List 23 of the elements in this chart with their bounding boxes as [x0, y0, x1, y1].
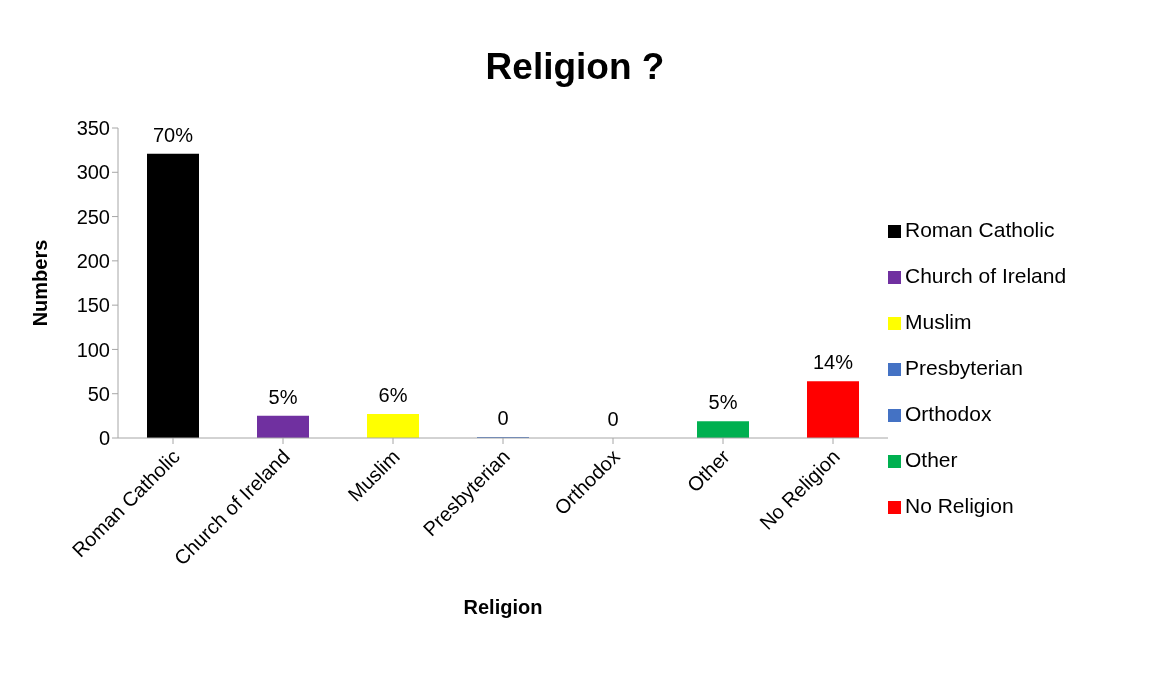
chart-title: Religion ? — [484, 46, 666, 88]
annotation: 6% — [378, 384, 408, 407]
annotation: 5% — [268, 385, 298, 408]
legend-label: Muslim — [905, 310, 972, 333]
annotation: 5% — [708, 391, 738, 414]
y-tick-label: 200 — [76, 249, 110, 272]
x-axis-title: Religion — [463, 596, 543, 618]
legend-label: Presbyterian — [905, 356, 1023, 379]
y-tick-label: 100 — [76, 338, 110, 361]
y-tick-label: 0 — [98, 427, 110, 450]
annotation: 0 — [607, 408, 619, 430]
y-axis-title: Numbers — [29, 239, 52, 327]
annotation: 0 — [497, 407, 509, 430]
y-tick-label: 250 — [76, 205, 110, 228]
annotation: 14% — [812, 351, 854, 374]
y-tick-label: 300 — [76, 161, 110, 184]
y-tick-label: 50 — [87, 382, 110, 405]
legend-label: Roman Catholic — [905, 218, 1055, 241]
y-tick-label: 150 — [76, 294, 110, 317]
y-tick-label: 350 — [76, 117, 110, 140]
legend-label: Church of Ireland — [905, 264, 1067, 287]
annotation: 70% — [152, 123, 194, 146]
legend-label: Orthodox — [905, 402, 992, 425]
